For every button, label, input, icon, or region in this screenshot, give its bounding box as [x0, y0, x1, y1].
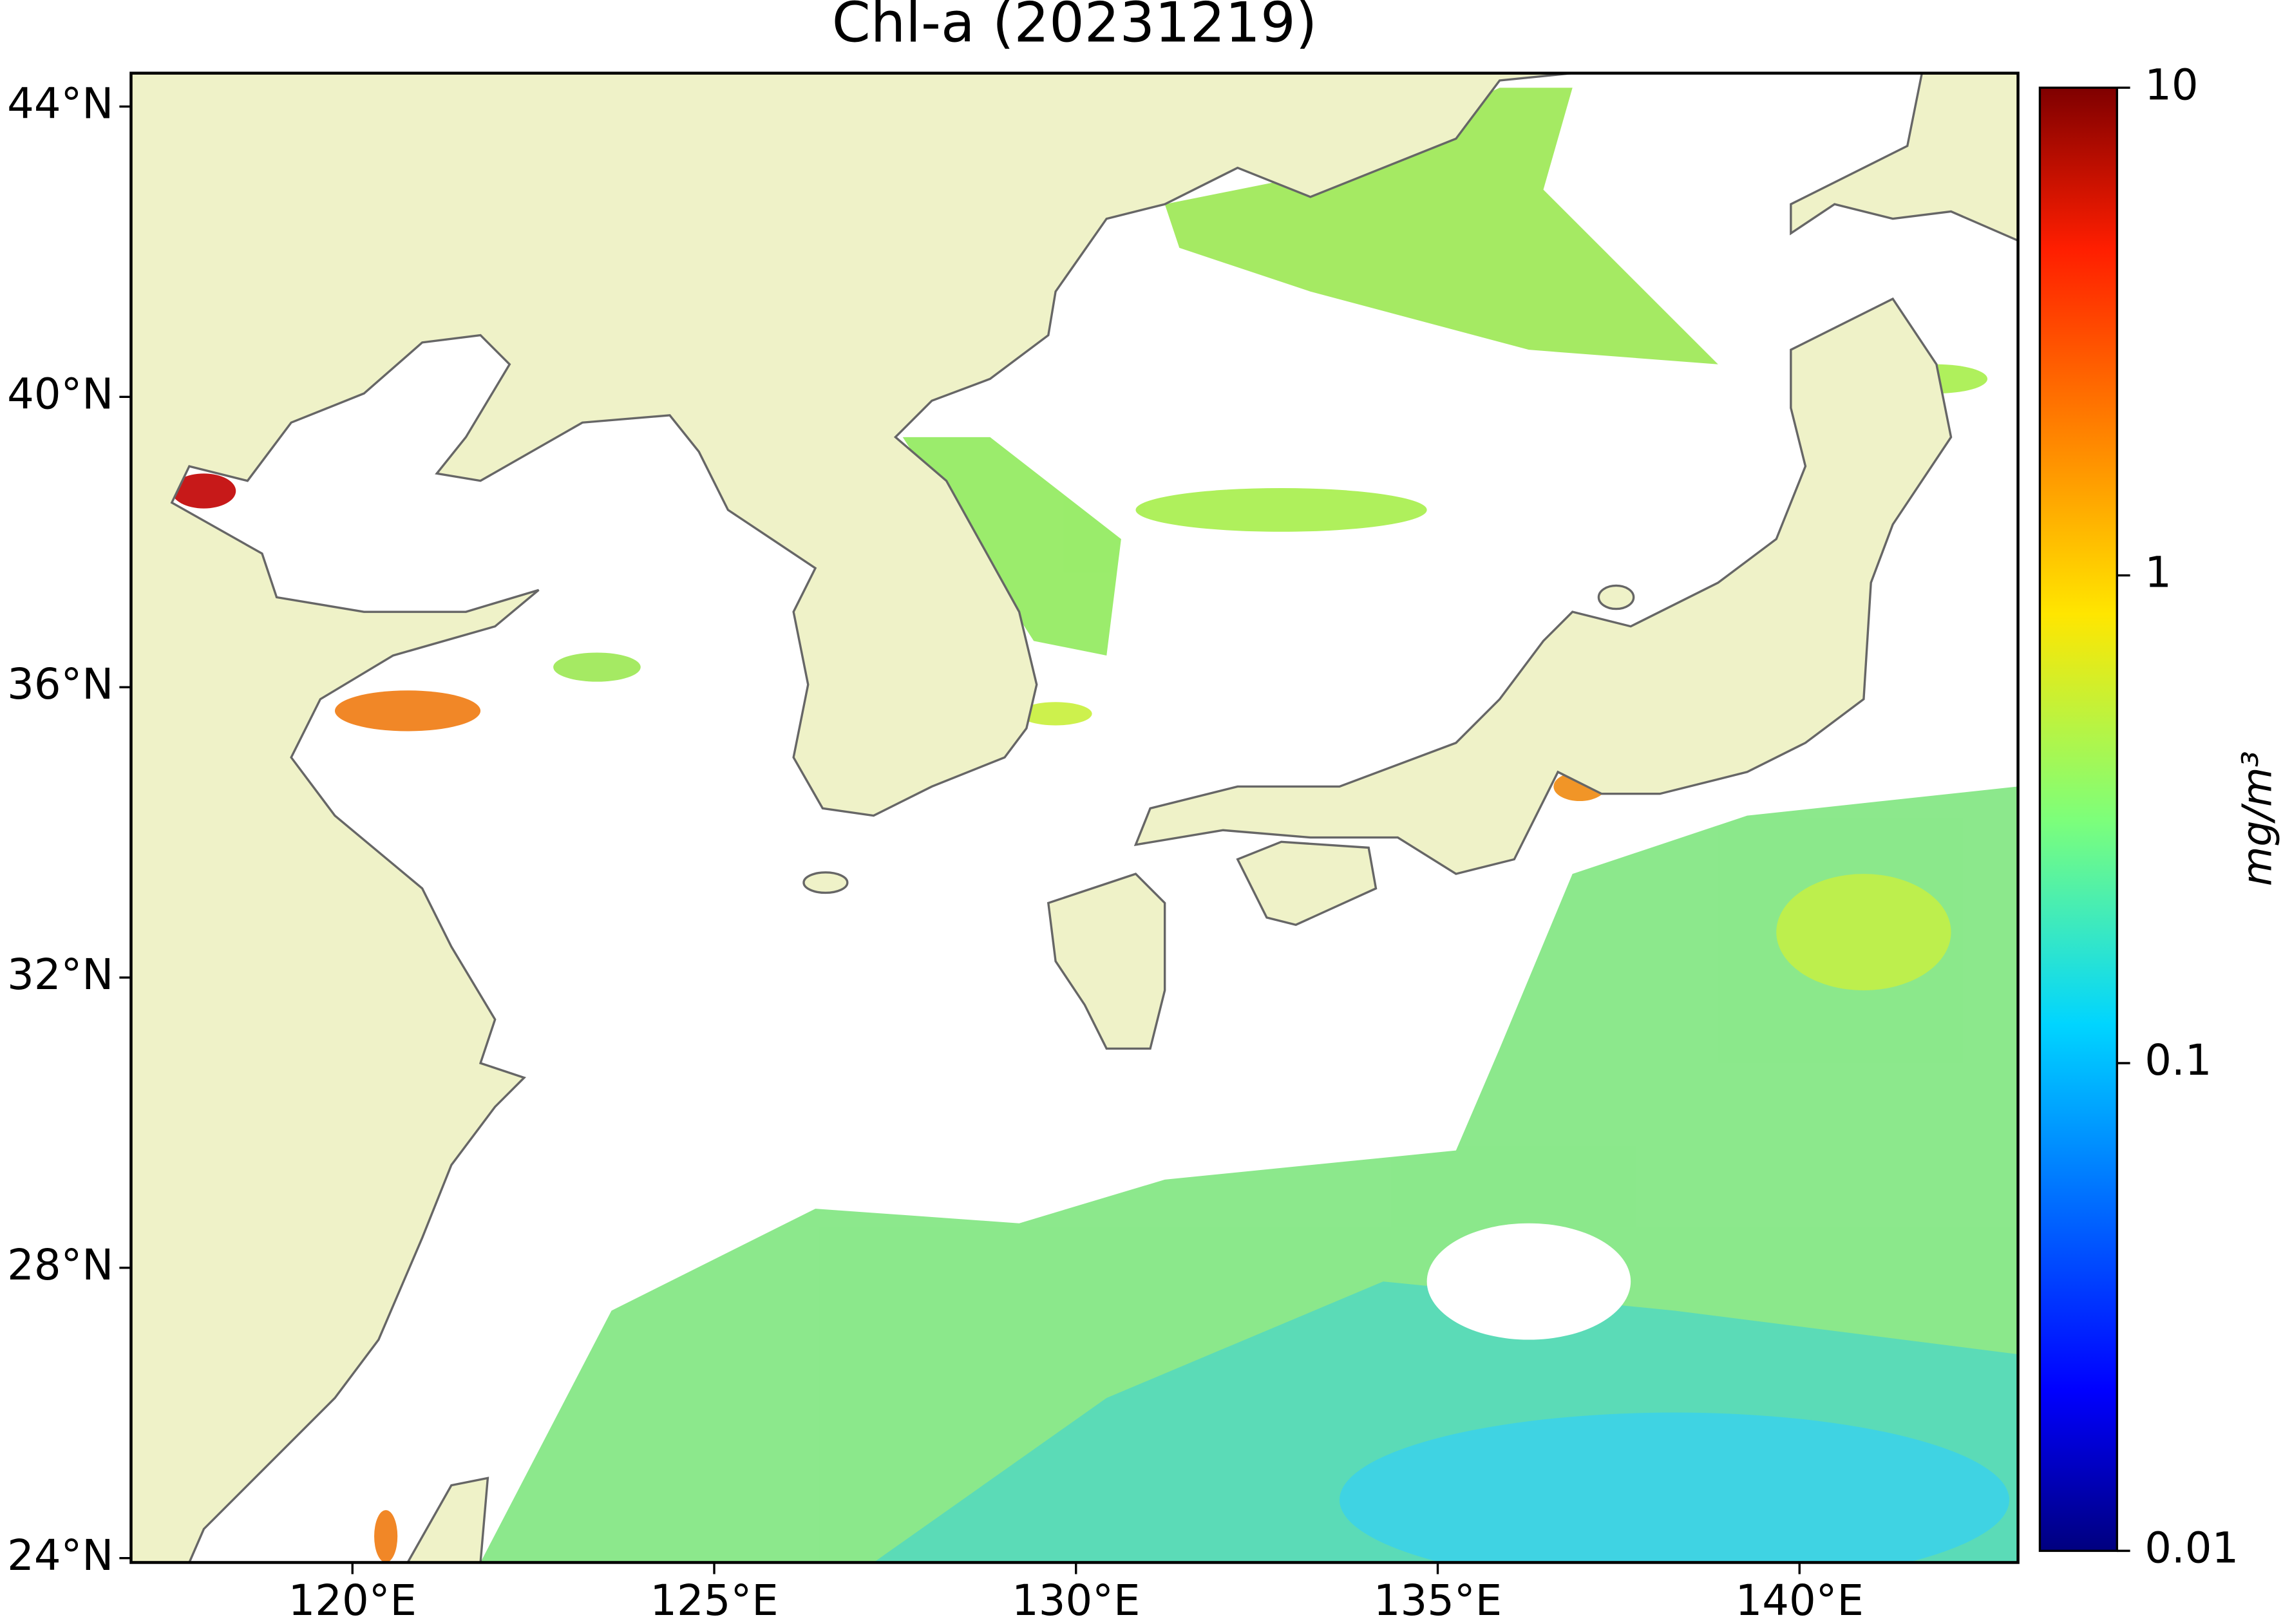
y-tick-label: 24°N — [7, 1531, 113, 1580]
colorbar-tick-label: 0.01 — [2145, 1524, 2239, 1572]
colorbar — [2038, 86, 2118, 1553]
map-frame — [129, 71, 2020, 1564]
chl-imagery — [171, 88, 2018, 1563]
land — [131, 73, 2018, 1563]
colorbar-tick-label: 10 — [2145, 61, 2198, 109]
x-tick-label: 135°E — [1374, 1576, 1502, 1624]
x-tick-label: 120°E — [289, 1576, 417, 1624]
map-area — [131, 73, 2018, 1563]
x-tick-label: 130°E — [1012, 1576, 1140, 1624]
y-tick-label: 32°N — [7, 950, 113, 999]
y-tick-label: 40°N — [7, 370, 113, 419]
colorbar-tick-label: 0.1 — [2145, 1036, 2212, 1085]
colorbar-label: mg/m³ — [2233, 751, 2280, 886]
colorbar-tick-label: 1 — [2145, 549, 2172, 598]
y-tick-label: 28°N — [7, 1241, 113, 1290]
y-tick-label: 44°N — [7, 80, 113, 129]
x-tick-label: 125°E — [650, 1576, 778, 1624]
y-tick-label: 36°N — [7, 660, 113, 709]
x-tick-label: 140°E — [1736, 1576, 1864, 1624]
title: Chl-a (20231219) — [832, 0, 1318, 55]
